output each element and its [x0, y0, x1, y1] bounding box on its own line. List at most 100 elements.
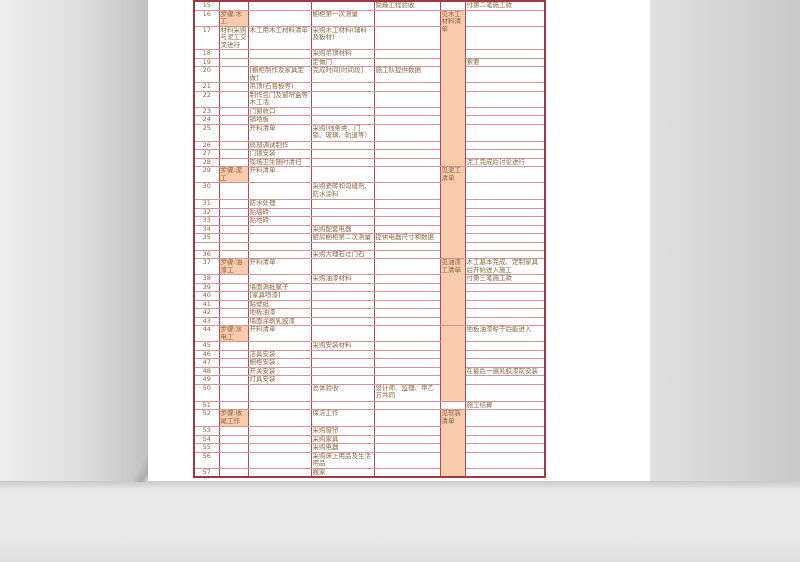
task-cell: 开料清单 [247, 258, 312, 275]
task-cell: 墙面满批腻子 [247, 282, 312, 292]
purchase-cell: 采购大理石过门石 [310, 249, 375, 259]
phase-cell [218, 66, 249, 83]
table-row: 27 门锁安装 [193, 149, 546, 159]
row-number-cell: 36 [193, 249, 220, 259]
remark-cell [464, 166, 546, 183]
material-list-note-cell: 见软装清单 [439, 409, 466, 478]
purchase-cell [310, 366, 375, 376]
task-cell: 现场卫生随时清扫 [247, 157, 312, 167]
row-number-cell: 30 [193, 182, 220, 200]
row-number-cell: 46 [193, 349, 220, 359]
task-cell: [家具喷漆] [247, 291, 312, 301]
detail-cell [373, 25, 441, 50]
purchase-cell [310, 316, 375, 326]
table-row: 42 地板油漆 [193, 308, 546, 318]
step-label-cell: 步骤:木工 [218, 9, 249, 27]
purchase-cell [310, 0, 375, 11]
task-cell: 洁具安装 [247, 349, 312, 359]
background-right [650, 0, 800, 481]
row-number-cell: 42 [193, 308, 220, 318]
task-cell: 铺地板 [247, 115, 312, 125]
detail-cell [373, 207, 441, 217]
remark-cell [464, 216, 546, 226]
row-number-cell: 50 [193, 383, 220, 402]
table-row: 26 局部调试制作 [193, 140, 546, 150]
remark-cell [464, 358, 546, 368]
table-row: 16 步骤:木工 橱柜第一次测量 见木工材料清单 [193, 9, 546, 167]
table-row: 54 采购家具 [193, 434, 546, 444]
task-cell: 木工用木工材料清单 [247, 25, 312, 50]
purchase-cell: 采购床上用品及生活用品 [310, 451, 375, 469]
purchase-cell [310, 325, 375, 342]
purchase-cell [310, 199, 375, 209]
task-cell: 墙面涂刷乳胶漆 [247, 316, 312, 326]
task-cell [247, 9, 312, 27]
row-number-cell: 38 [193, 274, 220, 284]
phase-cell [218, 249, 249, 259]
purchase-cell: 保洁工作 [310, 409, 375, 427]
table-row: 35 厨房橱柜第二次测量 提供电器尺寸和数据 [193, 233, 546, 243]
detail-cell [373, 434, 441, 444]
task-cell [247, 400, 312, 410]
remark-cell [464, 282, 546, 292]
phase-cell [218, 157, 249, 167]
remark-cell: 地板油漆晾干后能进入 [464, 325, 546, 342]
row-number-cell: 17 [193, 25, 220, 50]
table-row: 38 采购油漆材料 付第三笔施工款 [193, 274, 546, 284]
remark-cell [464, 308, 546, 318]
material-list-note-cell [439, 400, 466, 410]
row-number-cell: 15 [193, 0, 220, 11]
remark-cell [464, 249, 546, 259]
row-number-cell: 24 [193, 115, 220, 125]
detail-cell: 施工队提供数据 [373, 66, 441, 83]
purchase-cell: 采购家具 [310, 434, 375, 444]
phase-cell [218, 182, 249, 200]
detail-cell: 设计师、监理、甲乙方共同 [373, 383, 441, 402]
task-cell [247, 451, 312, 469]
detail-cell [373, 400, 441, 410]
phase-cell [218, 140, 249, 150]
phase-cell [218, 375, 249, 385]
row-number-cell: 25 [193, 123, 220, 142]
remark-cell [464, 443, 546, 453]
row-number-cell: 35 [193, 233, 220, 243]
detail-cell [373, 258, 441, 275]
detail-cell [373, 451, 441, 469]
purchase-cell [310, 82, 375, 92]
phase-cell [218, 82, 249, 92]
purchase-cell: 搬家 [310, 467, 375, 478]
phase-cell [218, 115, 249, 125]
phase-cell [218, 123, 249, 142]
remark-cell [464, 241, 546, 251]
task-cell: 开料清单 [247, 166, 312, 183]
task-cell [247, 249, 312, 259]
detail-cell [373, 199, 441, 209]
task-cell [247, 233, 312, 243]
row-number-cell: 26 [193, 140, 220, 150]
remark-cell [464, 106, 546, 116]
detail-cell [373, 115, 441, 125]
purchase-cell [310, 282, 375, 292]
table-row: 24 铺地板 [193, 115, 546, 125]
bottom-gray-area [0, 481, 800, 562]
row-number-cell: 22 [193, 90, 220, 108]
remark-cell: 施工结算 [464, 400, 546, 410]
remark-cell: 索要 [464, 57, 546, 67]
table-row: 36 采购大理石过门石 [193, 249, 546, 259]
task-cell: 制作包门及窗帘盒等木工活 [247, 90, 312, 108]
material-list-note-cell: 见木工材料清单 [439, 9, 466, 167]
phase-cell [218, 282, 249, 292]
task-cell [247, 426, 312, 436]
remark-cell [464, 349, 546, 359]
task-cell: 开关安装 [247, 366, 312, 376]
task-cell: 开料清单 [247, 325, 312, 342]
step-label-cell: 步骤:油漆工 [218, 258, 249, 275]
row-number-cell: 57 [193, 467, 220, 478]
detail-cell [373, 366, 441, 376]
phase-cell [218, 358, 249, 368]
remark-cell [464, 383, 546, 402]
task-cell [247, 383, 312, 402]
phase-cell [218, 90, 249, 108]
detail-cell [373, 249, 441, 259]
task-cell: 橱柜安装 [247, 358, 312, 368]
